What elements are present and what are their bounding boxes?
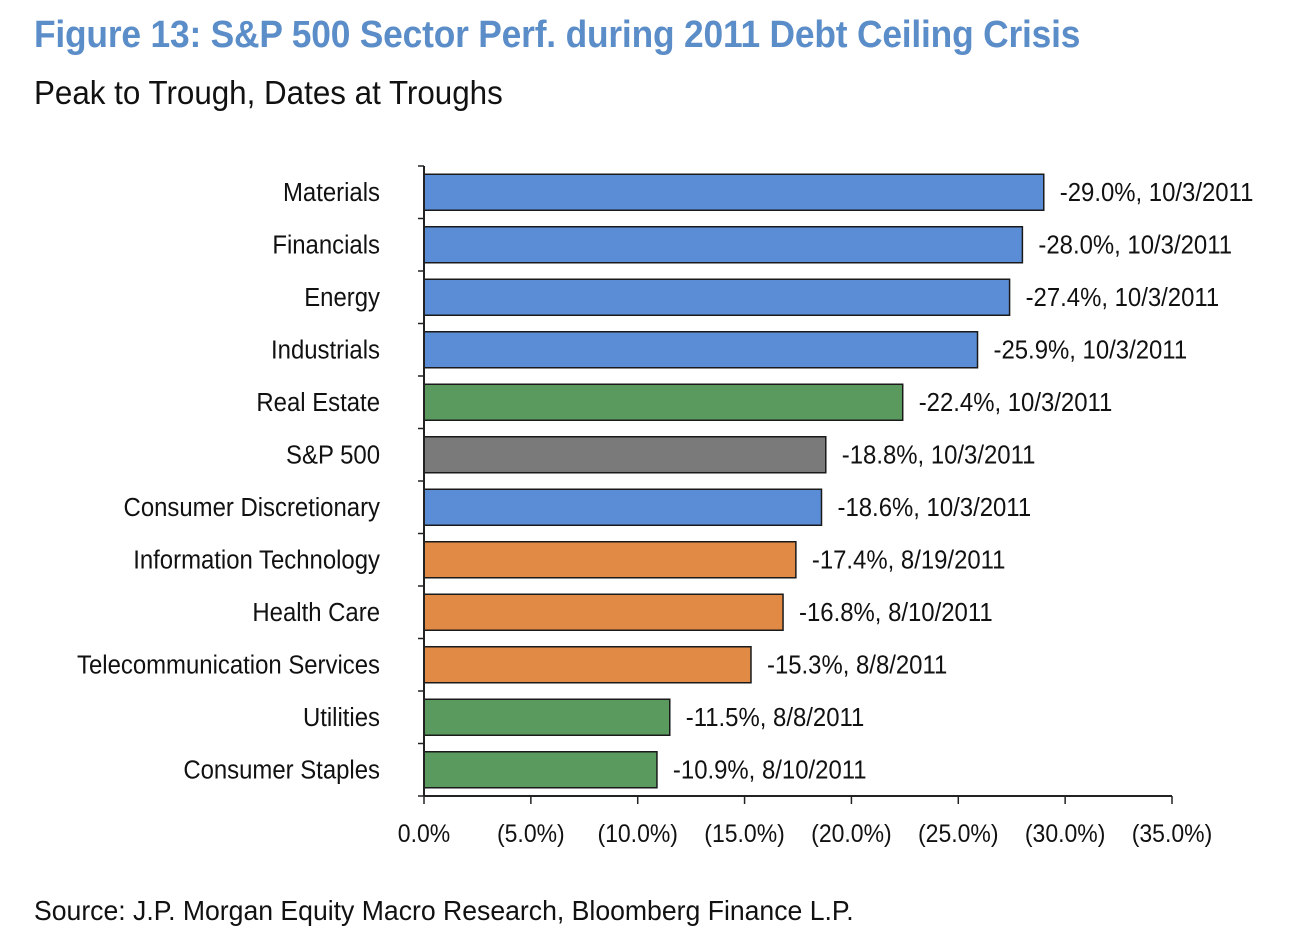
bar — [423, 698, 671, 736]
bar — [423, 173, 1045, 211]
category-label: S&P 500 — [286, 441, 380, 470]
x-tick-label: (15.0%) — [704, 820, 785, 848]
data-label: -11.5%, 8/8/2011 — [686, 703, 865, 732]
bar — [423, 436, 827, 474]
bar — [423, 751, 658, 789]
x-tick-label: (35.0%) — [1132, 820, 1213, 848]
bar — [423, 646, 752, 684]
source-note: Source: J.P. Morgan Equity Macro Researc… — [34, 895, 854, 926]
data-label: -29.0%, 10/3/2011 — [1060, 178, 1254, 207]
category-label: Health Care — [252, 598, 380, 627]
bars-layer — [423, 173, 1045, 789]
labels-layer: Materials -29.0%, 10/3/2011 Financials -28.… — [77, 178, 1253, 848]
x-tick-label: (30.0%) — [1025, 820, 1106, 848]
bar — [423, 593, 784, 631]
category-label: Information Technology — [133, 546, 380, 575]
data-label: -25.9%, 10/3/2011 — [994, 336, 1188, 365]
axis-layer — [418, 165, 1173, 804]
category-label: Utilities — [303, 703, 380, 732]
category-label: Consumer Staples — [183, 756, 380, 785]
category-label: Real Estate — [256, 388, 380, 417]
bar — [423, 331, 979, 369]
data-label: -10.9%, 8/10/2011 — [673, 756, 867, 785]
x-tick-label: (20.0%) — [811, 820, 892, 848]
x-tick-label: (10.0%) — [597, 820, 678, 848]
chart-title: Figure 13: S&P 500 Sector Perf. during 2… — [34, 14, 1081, 56]
bar — [423, 383, 904, 421]
x-tick-label: (5.0%) — [497, 820, 565, 848]
data-label: -17.4%, 8/19/2011 — [812, 546, 1006, 575]
category-label: Telecommunication Services — [77, 651, 380, 680]
data-label: -15.3%, 8/8/2011 — [767, 651, 947, 680]
bar-chart: Materials -29.0%, 10/3/2011 Financials -28.… — [77, 165, 1253, 848]
bar — [423, 226, 1024, 264]
data-label: -16.8%, 8/10/2011 — [799, 598, 993, 627]
category-label: Industrials — [271, 336, 380, 365]
data-label: -27.4%, 10/3/2011 — [1026, 283, 1220, 312]
data-label: -28.0%, 10/3/2011 — [1038, 231, 1232, 260]
category-label: Consumer Discretionary — [124, 493, 381, 522]
category-label: Financials — [272, 231, 380, 260]
data-label: -18.8%, 10/3/2011 — [842, 441, 1036, 470]
bar — [423, 278, 1011, 316]
data-label: -22.4%, 10/3/2011 — [919, 388, 1113, 417]
category-label: Materials — [283, 178, 380, 207]
category-label: Energy — [304, 283, 380, 312]
x-tick-label: (25.0%) — [918, 820, 999, 848]
bar — [423, 488, 823, 526]
bar — [423, 541, 797, 579]
chart-subtitle: Peak to Trough, Dates at Troughs — [34, 74, 503, 111]
x-tick-label: 0.0% — [398, 820, 450, 848]
data-label: -18.6%, 10/3/2011 — [838, 493, 1032, 522]
